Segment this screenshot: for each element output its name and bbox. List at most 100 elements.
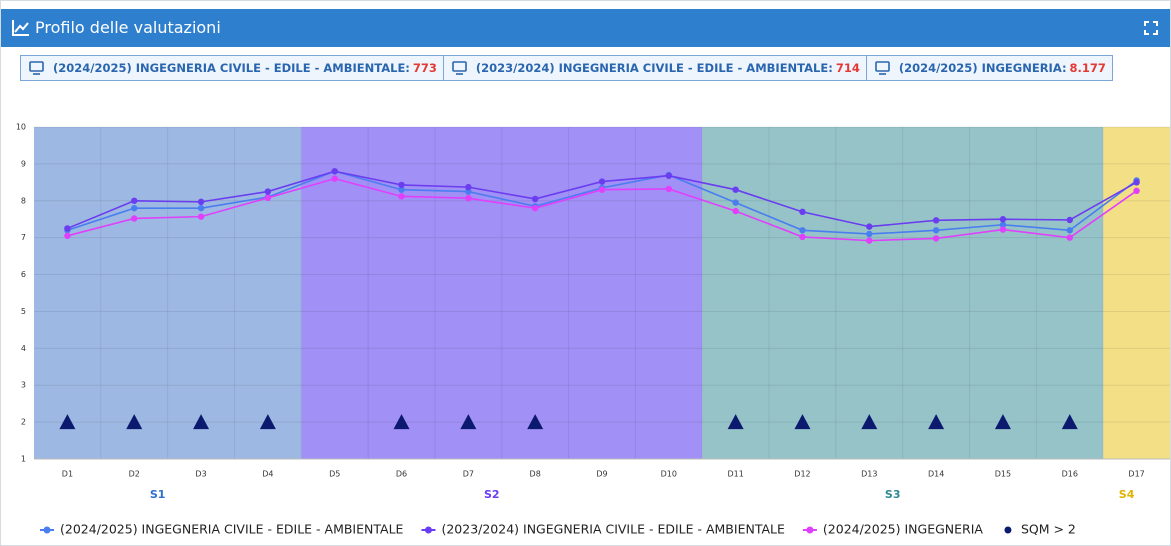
tab-label: (2024/2025) INGEGNERIA:: [898, 61, 1067, 75]
series-point: [799, 227, 806, 234]
series-point: [999, 221, 1007, 228]
series-point: [598, 178, 606, 185]
series-point: [465, 188, 472, 195]
tab[interactable]: (2023/2024) INGEGNERIA CIVILE - EDILE - …: [444, 56, 867, 80]
series-point: [64, 225, 71, 232]
series-point: [732, 199, 739, 206]
chart-icon: [12, 20, 29, 36]
tab-icon: [29, 61, 44, 75]
sqm-marker: [994, 414, 1011, 430]
y-tick-label: 3: [21, 381, 26, 390]
series-point: [799, 233, 806, 241]
group-band: [702, 127, 1104, 459]
sqm-marker: [527, 414, 544, 430]
series-point: [999, 226, 1007, 233]
series-point: [531, 204, 539, 212]
series-point: [598, 186, 606, 193]
x-tick-label: D10: [661, 470, 677, 479]
series-point: [331, 175, 338, 182]
series-point: [1133, 179, 1140, 186]
x-tick-label: D5: [329, 470, 340, 479]
y-tick-label: 4: [21, 344, 26, 353]
y-tick-label: 5: [21, 307, 26, 316]
group-label: S3: [885, 488, 901, 501]
series-point: [465, 183, 472, 191]
y-tick-label: 2: [21, 418, 26, 427]
tab[interactable]: (2024/2025) INGEGNERIA CIVILE - EDILE - …: [21, 56, 444, 80]
series-point: [131, 215, 138, 222]
y-tick-label: 6: [21, 270, 26, 279]
sqm-marker: [193, 414, 210, 430]
tab-label: (2024/2025) INGEGNERIA CIVILE - EDILE - …: [53, 61, 410, 75]
series-point: [1066, 227, 1073, 234]
series-point: [866, 230, 873, 238]
tab-count: 714: [835, 61, 860, 75]
series-point: [531, 195, 539, 203]
chart-title: Profilo delle valutazioni: [35, 18, 221, 37]
legend-label: SQM > 2: [1021, 522, 1076, 537]
x-tick-label: D1: [62, 470, 73, 479]
series-point: [665, 172, 673, 179]
series-point: [264, 188, 272, 195]
series-point: [999, 216, 1007, 223]
legend-marker: [424, 526, 432, 534]
tabs: (2024/2025) INGEGNERIA CIVILE - EDILE - …: [20, 55, 1113, 81]
series-point: [398, 193, 405, 200]
y-tick-label: 1: [21, 455, 26, 464]
sqm-marker: [727, 414, 744, 430]
series-point: [264, 194, 272, 202]
tab-count: 8.177: [1069, 61, 1106, 75]
group-band: [34, 127, 302, 459]
sqm-marker: [259, 414, 276, 430]
sqm-marker: [1061, 414, 1078, 430]
legend-label: (2024/2025) INGEGNERIA CIVILE - EDILE - …: [60, 522, 404, 537]
y-tick-label: 8: [21, 196, 26, 205]
series-point: [732, 207, 739, 215]
group-band: [301, 127, 703, 459]
legend-marker: [43, 526, 51, 534]
x-tick-label: D9: [596, 470, 607, 479]
series-point: [665, 185, 673, 193]
tab-count: 773: [412, 61, 437, 75]
x-tick-label: D7: [463, 470, 474, 479]
sqm-marker: [126, 414, 143, 430]
tab[interactable]: (2024/2025) INGEGNERIA: 8.177: [867, 56, 1112, 80]
group-band: [1103, 127, 1170, 459]
series-point: [866, 223, 873, 230]
x-tick-label: D16: [1062, 470, 1078, 479]
legend-marker: [1004, 526, 1012, 534]
series-point: [1066, 234, 1073, 241]
y-tick-label: 7: [21, 233, 26, 242]
group-label: S1: [150, 488, 166, 501]
legend-label: (2024/2025) INGEGNERIA: [823, 522, 983, 537]
series-point: [932, 217, 940, 224]
series-point: [866, 237, 873, 244]
sqm-marker: [59, 414, 76, 430]
x-tick-label: D14: [928, 470, 944, 479]
series-point: [331, 168, 338, 175]
y-tick-label: 9: [21, 159, 26, 168]
sqm-marker: [393, 414, 410, 430]
x-tick-label: D6: [396, 470, 407, 479]
series-point: [932, 227, 940, 234]
sqm-marker: [861, 414, 878, 430]
series-point: [465, 194, 472, 202]
series-point: [932, 235, 940, 242]
fullscreen-button[interactable]: [1144, 21, 1158, 35]
group-label: S4: [1119, 488, 1135, 501]
legend-marker: [806, 526, 814, 534]
sqm-marker: [794, 414, 811, 430]
x-tick-label: D4: [262, 470, 273, 479]
x-tick-label: D11: [727, 470, 743, 479]
x-tick-label: D12: [794, 470, 810, 479]
x-tick-label: D2: [129, 470, 140, 479]
tab-icon: [875, 61, 890, 75]
series-point: [799, 208, 806, 216]
tab-label: (2023/2024) INGEGNERIA CIVILE - EDILE - …: [475, 61, 833, 75]
series-point: [1133, 187, 1140, 195]
series-point: [398, 181, 405, 189]
sqm-marker: [928, 414, 945, 430]
legend-label: (2023/2024) INGEGNERIA CIVILE - EDILE - …: [441, 522, 785, 537]
